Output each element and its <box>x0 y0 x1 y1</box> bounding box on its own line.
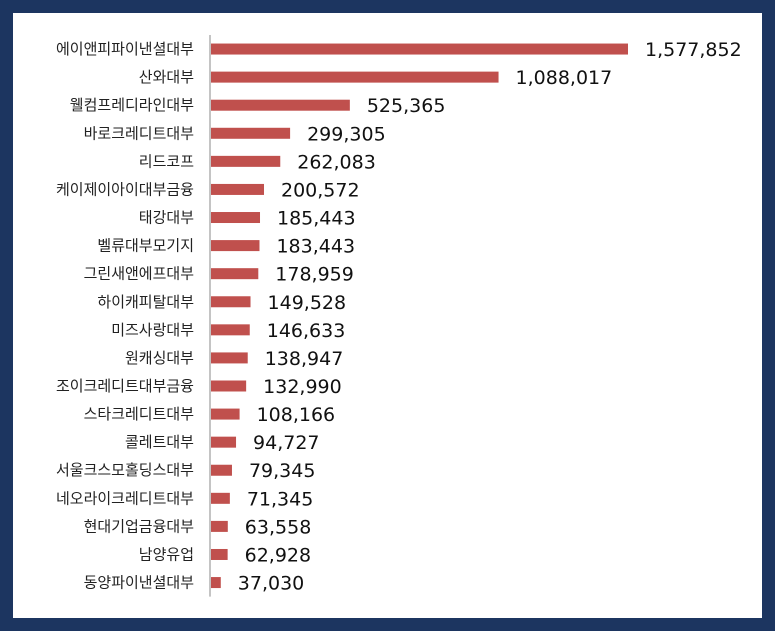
value-label: 94,727 <box>253 432 319 454</box>
value-label: 525,365 <box>367 95 446 117</box>
bar <box>211 71 499 83</box>
category-label: 리드코프 <box>139 152 194 170</box>
value-label: 262,083 <box>297 151 376 173</box>
category-label: 서울크스모홀딩스대부 <box>56 461 194 479</box>
bar <box>211 520 228 532</box>
bar <box>211 492 230 504</box>
category-label: 스타크레디트대부 <box>84 405 195 423</box>
bar <box>211 183 265 195</box>
category-label: 태강대부 <box>139 209 194 227</box>
bar <box>211 99 350 111</box>
value-label: 178,959 <box>275 264 354 286</box>
value-label: 62,928 <box>245 544 311 566</box>
value-label: 200,572 <box>281 179 360 201</box>
category-label: 동양파이낸셜대부 <box>84 574 195 592</box>
value-label: 1,088,017 <box>516 67 613 89</box>
value-label: 79,345 <box>249 460 315 482</box>
value-label: 71,345 <box>247 488 313 510</box>
bar <box>211 240 260 252</box>
category-label: 원캐싱대부 <box>125 349 194 367</box>
category-label: 조이크레디트대부금융 <box>56 377 194 395</box>
bar <box>211 577 221 589</box>
bar <box>211 464 232 476</box>
bar <box>211 43 628 55</box>
bar <box>211 548 228 560</box>
category-label: 웰컴프레디라인대부 <box>70 96 194 114</box>
value-label: 146,633 <box>267 320 346 342</box>
category-label: 하이캐피탈대부 <box>97 293 194 311</box>
category-label: 바로크레디트대부 <box>84 124 195 142</box>
bar <box>211 155 281 167</box>
category-label: 그린새앤에프대부 <box>84 265 195 283</box>
value-label: 149,528 <box>268 292 347 314</box>
value-label: 63,558 <box>245 516 311 538</box>
category-label: 현대기업금융대부 <box>84 517 195 535</box>
value-label: 185,443 <box>277 208 356 230</box>
category-label: 네오라이크레디트대부 <box>56 489 194 507</box>
bar <box>211 296 251 308</box>
bar <box>211 268 259 280</box>
bar <box>211 408 240 420</box>
value-label: 138,947 <box>265 348 344 370</box>
category-label: 콜레트대부 <box>125 433 194 451</box>
category-label: 미즈사랑대부 <box>111 321 194 339</box>
value-label: 132,990 <box>263 376 342 398</box>
bar <box>211 380 247 392</box>
bar <box>211 352 248 364</box>
bar <box>211 127 291 139</box>
bar <box>211 436 237 448</box>
bar <box>211 324 250 336</box>
category-label: 남양유업 <box>139 545 194 563</box>
category-label: 벨류대부모기지 <box>97 237 194 255</box>
category-label: 에이앤피파이낸셜대부 <box>56 40 194 58</box>
category-label: 산와대부 <box>139 68 194 86</box>
value-label: 37,030 <box>238 573 304 595</box>
category-label: 케이제이아이대부금융 <box>56 180 194 198</box>
value-label: 108,166 <box>257 404 336 426</box>
value-label: 183,443 <box>276 236 355 258</box>
value-label: 1,577,852 <box>645 39 742 61</box>
value-label: 299,305 <box>307 123 386 145</box>
bar <box>211 212 261 224</box>
